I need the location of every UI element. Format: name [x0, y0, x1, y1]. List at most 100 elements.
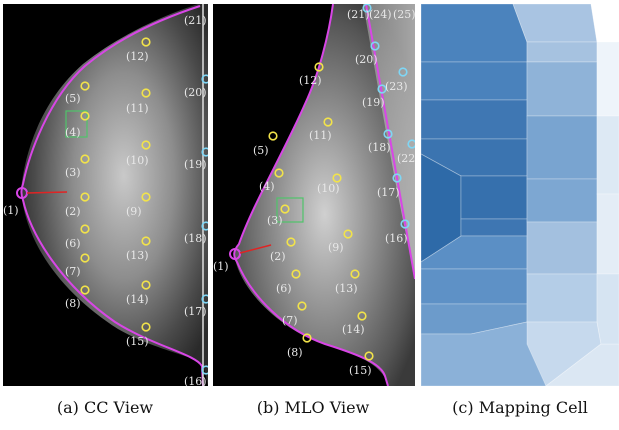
- cc-label-11: (11): [126, 102, 149, 115]
- cc-label-12: (12): [126, 50, 149, 63]
- mlo-label-14: (14): [342, 323, 365, 336]
- cc-point-labels: (1) (2) (3) (4) (5) (6) (7) (8) (9) (10)…: [3, 14, 207, 386]
- map-cell-c3-r3: [596, 115, 619, 195]
- mlo-label-11: (11): [309, 129, 332, 142]
- mlo-point-16: [400, 219, 410, 229]
- mlo-label-17: (17): [377, 186, 400, 199]
- cc-label-20: (20): [184, 86, 207, 99]
- mapping-cells: [421, 4, 619, 386]
- map-cell-c2-r2: [526, 41, 598, 63]
- mlo-label-13: (13): [335, 282, 358, 295]
- mlo-label-3: (3): [267, 214, 283, 227]
- map-cell-c2-r7: [526, 273, 598, 323]
- mlo-point-12: [314, 62, 324, 72]
- cc-label-5: (5): [65, 92, 81, 105]
- cc-point-7: [80, 253, 90, 263]
- mlo-label-16: (16): [385, 232, 408, 245]
- cc-point-4a: [80, 111, 90, 121]
- mlo-point-3: [280, 204, 290, 214]
- mlo-label-22: (22): [397, 152, 415, 165]
- mlo-point-13: [350, 269, 360, 279]
- cc-point-19: [201, 147, 208, 157]
- mlo-nipple-line: [239, 244, 272, 254]
- mlo-label-6: (6): [276, 282, 292, 295]
- map-cell-c1-r5: [460, 175, 528, 220]
- cc-breast-contour: [20, 5, 204, 386]
- mlo-breast-tissue: [234, 4, 415, 386]
- mlo-label-2: (2): [270, 250, 286, 263]
- cc-label-13: (13): [126, 249, 149, 262]
- cc-point-3: [80, 154, 90, 164]
- cc-point-17: [201, 294, 208, 304]
- cc-label-14: (14): [126, 293, 149, 306]
- cc-label-4: (4): [65, 126, 81, 139]
- map-cell-c1-r2: [421, 61, 528, 101]
- mlo-label-8: (8): [287, 346, 303, 359]
- map-cell-c3-r2: [596, 41, 619, 117]
- mlo-point-24: [362, 4, 372, 13]
- mlo-label-5: (5): [253, 144, 269, 157]
- map-cell-c2-r5: [526, 178, 598, 223]
- mlo-label-12: (12): [299, 74, 322, 87]
- cc-point-12: [141, 37, 151, 47]
- mlo-point-4: [274, 168, 284, 178]
- mlo-point-8: [302, 333, 312, 343]
- cc-label-7: (7): [65, 265, 81, 278]
- map-cell-c2-r6: [526, 221, 598, 275]
- mlo-point-17: [392, 173, 402, 183]
- caption-mapping-cell: (c) Mapping Cell: [452, 398, 588, 417]
- cc-point-18: [201, 221, 208, 231]
- mlo-label-1: (1): [213, 260, 229, 273]
- mlo-label-10: (10): [317, 182, 340, 195]
- cc-label-2: (2): [65, 205, 81, 218]
- map-cell-c1-r8: [421, 268, 528, 305]
- mlo-point-15: [364, 351, 374, 361]
- mlo-point-23: [398, 67, 408, 77]
- mlo-label-9: (9): [328, 241, 344, 254]
- cc-point-6: [80, 224, 90, 234]
- caption-mlo-view: (b) MLO View: [256, 398, 370, 417]
- cc-label-21: (21): [184, 14, 207, 27]
- cc-view-image: (1) (2) (3) (4) (5) (6) (7) (8) (9) (10)…: [3, 4, 208, 386]
- cc-view-panel: (1) (2) (3) (4) (5) (6) (7) (8) (9) (10)…: [3, 4, 208, 386]
- cc-point-16: [201, 365, 208, 375]
- mlo-label-18: (18): [368, 141, 391, 154]
- cc-label-8: (8): [65, 297, 81, 310]
- mlo-view-image: (1) (2) (3) (4) (5) (6) (7) (8) (9) (10)…: [213, 4, 415, 386]
- mlo-label-25: (25): [393, 8, 415, 21]
- mlo-point-11: [323, 117, 333, 127]
- mlo-points: [268, 4, 415, 361]
- mlo-point-2: [286, 237, 296, 247]
- mapping-cell-image: [421, 4, 619, 386]
- cc-point-11: [141, 88, 151, 98]
- cc-label-9: (9): [126, 205, 142, 218]
- cc-label-18: (18): [184, 232, 207, 245]
- mlo-point-20: [370, 41, 380, 51]
- mlo-label-24: (24): [369, 8, 392, 21]
- mapping-cell-panel: [421, 4, 619, 386]
- caption-cc-view: (a) CC View: [56, 398, 154, 417]
- cc-label-16: (16): [184, 375, 207, 386]
- map-cell-c3-r4: [596, 193, 619, 275]
- mlo-label-15: (15): [349, 364, 372, 377]
- mlo-point-5: [268, 131, 278, 141]
- mlo-view-panel: (1) (2) (3) (4) (5) (6) (7) (8) (9) (10)…: [213, 4, 415, 386]
- cc-points: [80, 37, 208, 375]
- mlo-label-20: (20): [355, 53, 378, 66]
- mlo-breast-contour: [233, 4, 389, 386]
- cc-point-20: [201, 74, 208, 84]
- cc-point-15: [141, 322, 151, 332]
- cc-point-8: [80, 285, 90, 295]
- cc-label-19: (19): [184, 158, 207, 171]
- cc-label-3: (3): [65, 166, 81, 179]
- mlo-point-22: [407, 139, 415, 149]
- cc-nipple-line: [26, 191, 68, 194]
- cc-point-13: [141, 236, 151, 246]
- cc-label-6: (6): [65, 237, 81, 250]
- map-cell-c3-r1: [590, 4, 619, 43]
- cc-label-10: (10): [126, 154, 149, 167]
- map-cell-c2-r4: [526, 115, 598, 180]
- mlo-point-7: [297, 301, 307, 311]
- cc-label-17: (17): [184, 305, 207, 318]
- cc-roi-box: [65, 110, 88, 138]
